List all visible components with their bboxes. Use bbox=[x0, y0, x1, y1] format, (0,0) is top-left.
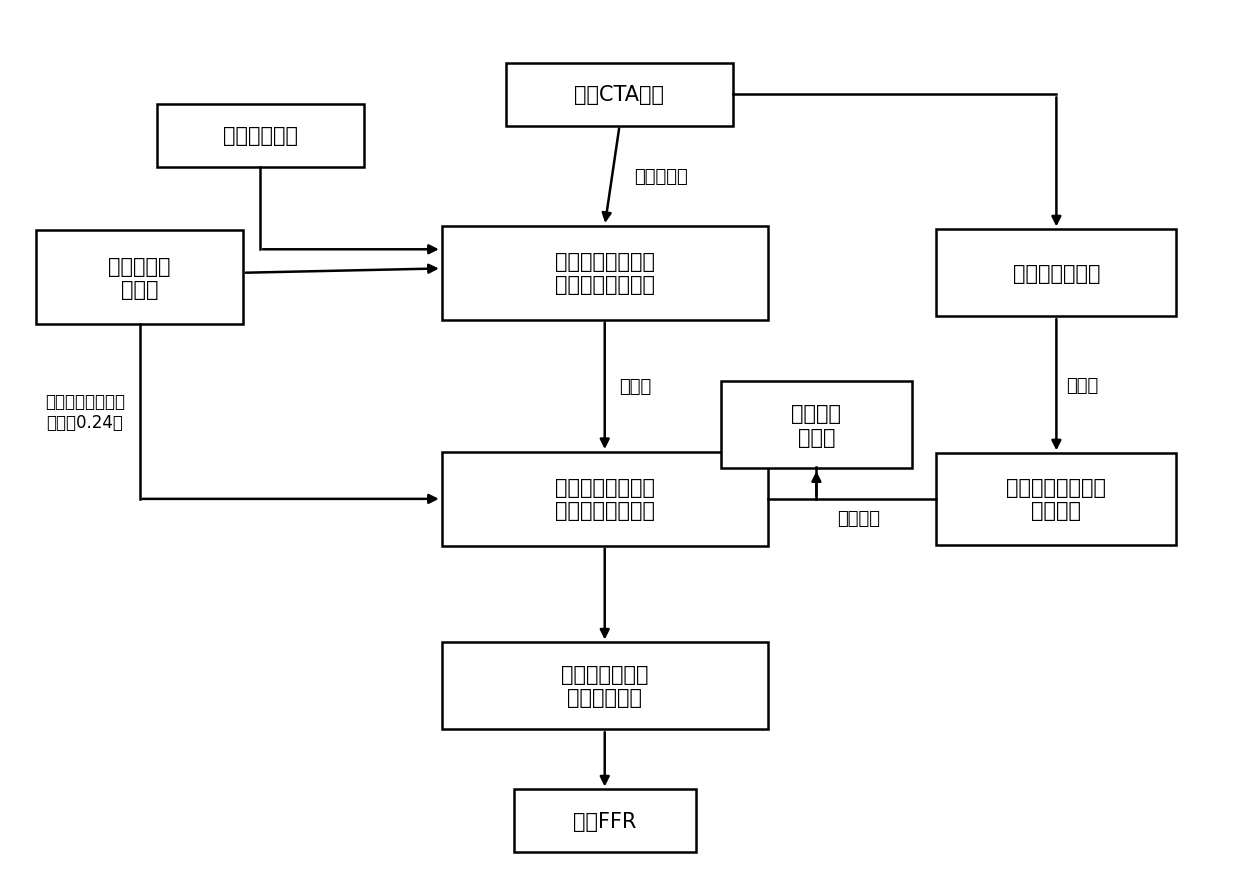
FancyBboxPatch shape bbox=[36, 231, 243, 324]
Text: 有狭窄: 有狭窄 bbox=[1067, 376, 1099, 395]
Text: 个性化狭
窄阻力: 个性化狭 窄阻力 bbox=[792, 404, 841, 447]
Text: 模拟充血状态下零
维血流动力学模型: 模拟充血状态下零 维血流动力学模型 bbox=[555, 478, 654, 521]
Text: 构建静息状态下零
维血流动力学模型: 构建静息状态下零 维血流动力学模型 bbox=[555, 252, 654, 295]
FancyBboxPatch shape bbox=[441, 226, 768, 320]
Text: 得到冠脉各分支
压力流量波形: 得到冠脉各分支 压力流量波形 bbox=[561, 665, 648, 708]
Text: 优化模型参数: 优化模型参数 bbox=[223, 126, 297, 146]
FancyBboxPatch shape bbox=[506, 64, 733, 126]
FancyBboxPatch shape bbox=[721, 382, 912, 469]
FancyBboxPatch shape bbox=[937, 453, 1176, 545]
Text: 假设无狭窄: 假设无狭窄 bbox=[634, 168, 688, 186]
Text: 冠脉CTA图像: 冠脉CTA图像 bbox=[575, 85, 664, 105]
Text: 构建狭窄阻力理论
计算模型: 构建狭窄阻力理论 计算模型 bbox=[1006, 478, 1106, 521]
FancyBboxPatch shape bbox=[937, 230, 1176, 317]
Text: 有狭窄: 有狭窄 bbox=[620, 377, 652, 396]
Text: 个性化冠脉
后负荷: 个性化冠脉 后负荷 bbox=[108, 256, 171, 299]
FancyBboxPatch shape bbox=[441, 453, 768, 546]
FancyBboxPatch shape bbox=[157, 105, 363, 168]
Text: 计算FFR: 计算FFR bbox=[574, 810, 637, 831]
FancyBboxPatch shape bbox=[441, 643, 768, 730]
FancyBboxPatch shape bbox=[514, 789, 696, 852]
Text: 耦合求解: 耦合求解 bbox=[836, 510, 880, 528]
Text: 个性化解剖参数: 个性化解剖参数 bbox=[1012, 263, 1100, 283]
Text: 静息状态下冠脉后
负荷的0.24倍: 静息状态下冠脉后 负荷的0.24倍 bbox=[45, 393, 125, 431]
